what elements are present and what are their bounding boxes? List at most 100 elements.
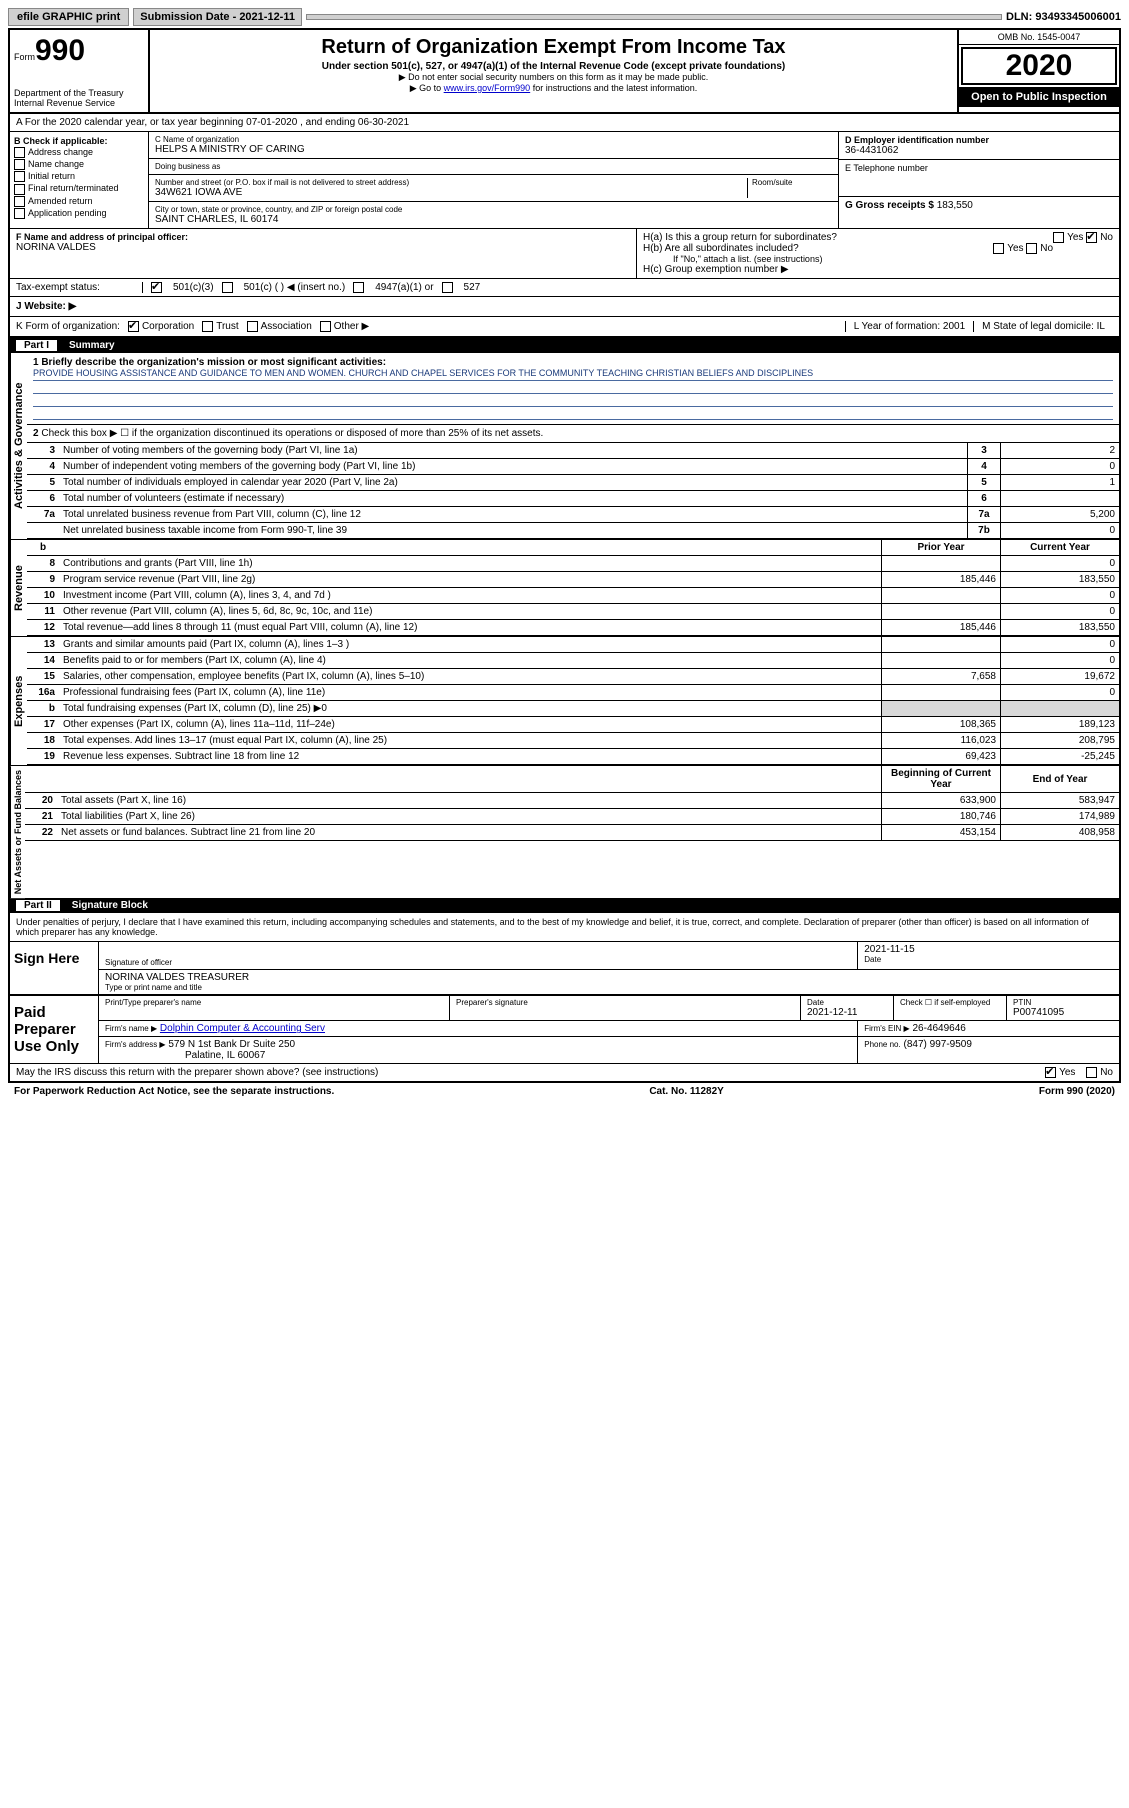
opt-4947: 4947(a)(1) or (375, 282, 433, 293)
h-b-note: If "No," attach a list. (see instruction… (643, 254, 1113, 264)
part1-label: Part I (16, 340, 57, 351)
table-row: 21Total liabilities (Part X, line 26)180… (25, 809, 1119, 825)
table-header: Beginning of Current YearEnd of Year (25, 766, 1119, 793)
tax-year: 2020 (961, 47, 1117, 85)
discuss-yes-check[interactable] (1045, 1067, 1056, 1078)
sign-here-label: Sign Here (10, 942, 99, 994)
check-address[interactable]: Address change (14, 147, 144, 158)
line-2: 2 Check this box ▶ ☐ if the organization… (27, 425, 1119, 443)
gross-label: G Gross receipts $ (845, 200, 934, 211)
sign-here-block: Sign Here Signature of officer 2021-11-1… (10, 941, 1119, 994)
form-990: Form990 Department of the Treasury Inter… (8, 28, 1121, 1083)
opt-501c3: 501(c)(3) (173, 282, 214, 293)
discuss-no-check[interactable] (1086, 1067, 1097, 1078)
firm-name-link[interactable]: Dolphin Computer & Accounting Serv (160, 1023, 325, 1034)
table-row: 4Number of independent voting members of… (27, 459, 1119, 475)
dept-label: Department of the Treasury (14, 88, 144, 98)
sig-officer-label: Signature of officer (105, 958, 851, 967)
check-name[interactable]: Name change (14, 159, 144, 170)
table-row: 11Other revenue (Part VIII, column (A), … (27, 604, 1119, 620)
check-501c3[interactable] (151, 282, 162, 293)
state-domicile: M State of legal domicile: IL (973, 321, 1113, 332)
opt-501c: 501(c) ( ) ◀ (insert no.) (244, 282, 346, 293)
mission-label: 1 Briefly describe the organization's mi… (33, 357, 1113, 368)
opt-trust: Trust (216, 321, 238, 332)
form-number: 990 (35, 34, 85, 67)
year-formation: L Year of formation: 2001 (845, 321, 973, 332)
officer-printed: NORINA VALDES TREASURER (105, 972, 1113, 983)
table-row: 13Grants and similar amounts paid (Part … (27, 637, 1119, 653)
part1-title: Summary (69, 340, 115, 351)
section-c: C Name of organization HELPS A MINISTRY … (149, 132, 839, 228)
check-527[interactable] (442, 282, 453, 293)
tax-status-row: Tax-exempt status: 501(c)(3) 501(c) ( ) … (10, 279, 1119, 297)
header-mid: Return of Organization Exempt From Incom… (150, 30, 957, 112)
discuss-no: No (1100, 1067, 1113, 1078)
check-501c[interactable] (222, 282, 233, 293)
inspection-label: Open to Public Inspection (959, 87, 1119, 107)
check-pending[interactable]: Application pending (14, 208, 144, 219)
check-trust[interactable] (202, 321, 213, 332)
footer-left: For Paperwork Reduction Act Notice, see … (14, 1086, 334, 1097)
header-left: Form990 Department of the Treasury Inter… (10, 30, 150, 112)
submission-date: Submission Date - 2021-12-11 (133, 8, 302, 26)
dln-label: DLN: 93493345006001 (1006, 11, 1121, 23)
part2-title: Signature Block (72, 900, 148, 911)
efile-button[interactable]: efile GRAPHIC print (8, 8, 129, 26)
expenses-table: 13Grants and similar amounts paid (Part … (27, 637, 1119, 765)
check-corp[interactable] (128, 321, 139, 332)
check-initial[interactable]: Initial return (14, 171, 144, 182)
check-final[interactable]: Final return/terminated (14, 183, 144, 194)
table-row: 3Number of voting members of the governi… (27, 443, 1119, 459)
vtab-governance: Activities & Governance (10, 353, 27, 539)
revenue-table: bPrior YearCurrent Year 8Contributions a… (27, 540, 1119, 636)
note2-pre: ▶ Go to (410, 83, 444, 93)
form-subtitle: Under section 501(c), 527, or 4947(a)(1)… (154, 61, 953, 72)
gross-value: 183,550 (937, 200, 973, 211)
prep-sig-label: Preparer's signature (456, 998, 794, 1007)
table-row: 9Program service revenue (Part VIII, lin… (27, 572, 1119, 588)
opt-527: 527 (464, 282, 481, 293)
part2-header: Part II Signature Block (10, 898, 1119, 913)
summary-expenses: Expenses 13Grants and similar amounts pa… (10, 636, 1119, 765)
officer-type-label: Type or print name and title (105, 983, 1113, 992)
discuss-row: May the IRS discuss this return with the… (10, 1063, 1119, 1081)
row-klm: K Form of organization: Corporation Trus… (10, 317, 1119, 338)
b-label: B Check if applicable: (14, 136, 144, 146)
ein-label: D Employer identification number (845, 135, 1113, 145)
vtab-netassets: Net Assets or Fund Balances (10, 766, 25, 898)
netassets-table: Beginning of Current YearEnd of Year 20T… (25, 766, 1119, 841)
check-assoc[interactable] (247, 321, 258, 332)
table-row: 17Other expenses (Part IX, column (A), l… (27, 717, 1119, 733)
part1-header: Part I Summary (10, 338, 1119, 353)
table-row: bTotal fundraising expenses (Part IX, co… (27, 701, 1119, 717)
penalty-text: Under penalties of perjury, I declare th… (10, 913, 1119, 941)
officer-name: NORINA VALDES (16, 242, 630, 253)
footer: For Paperwork Reduction Act Notice, see … (8, 1083, 1121, 1100)
ptin-label: PTIN (1013, 998, 1113, 1007)
table-row: 15Salaries, other compensation, employee… (27, 669, 1119, 685)
phone-label: Phone no. (864, 1040, 900, 1049)
header-right: OMB No. 1545-0047 2020 Open to Public In… (957, 30, 1119, 112)
check-other[interactable] (320, 321, 331, 332)
firm-ein: 26-4649646 (912, 1023, 965, 1034)
check-amended[interactable]: Amended return (14, 196, 144, 207)
org-name: HELPS A MINISTRY OF CARING (155, 144, 832, 155)
form-title: Return of Organization Exempt From Incom… (154, 36, 953, 59)
table-row: 20Total assets (Part X, line 16)633,9005… (25, 793, 1119, 809)
section-a: A For the 2020 calendar year, or tax yea… (10, 114, 1119, 132)
section-bcd: B Check if applicable: Address change Na… (10, 132, 1119, 229)
top-bar: efile GRAPHIC print Submission Date - 20… (8, 8, 1121, 26)
discuss-text: May the IRS discuss this return with the… (16, 1067, 378, 1078)
firm-ein-label: Firm's EIN ▶ (864, 1024, 909, 1033)
table-row: Net unrelated business taxable income fr… (27, 523, 1119, 539)
table-header: bPrior YearCurrent Year (27, 540, 1119, 556)
addr-label: Number and street (or P.O. box if mail i… (155, 178, 747, 187)
instructions-link[interactable]: www.irs.gov/Form990 (444, 83, 531, 93)
mission-text: PROVIDE HOUSING ASSISTANCE AND GUIDANCE … (33, 368, 1113, 381)
check-4947[interactable] (353, 282, 364, 293)
table-row: 6Total number of volunteers (estimate if… (27, 491, 1119, 507)
prep-date-label: Date (807, 998, 887, 1007)
phone-value: (847) 997-9509 (904, 1039, 972, 1050)
vtab-revenue: Revenue (10, 540, 27, 636)
